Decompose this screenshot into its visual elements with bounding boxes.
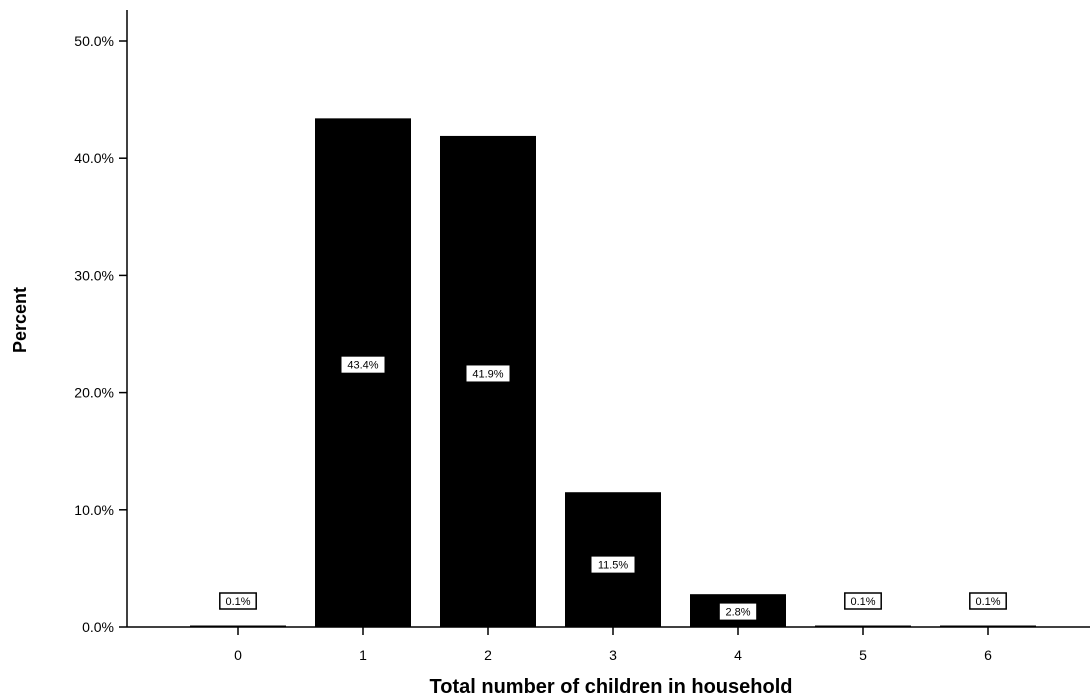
x-tick-label: 2	[484, 647, 492, 663]
x-tick-label: 4	[734, 647, 742, 663]
data-label-4: 2.8%	[719, 603, 757, 620]
data-label-box	[591, 556, 635, 573]
data-label-text: 41.9%	[472, 368, 503, 380]
data-label-6: 0.1%	[969, 592, 1007, 610]
data-label-5: 0.1%	[844, 592, 882, 610]
data-label-3: 11.5%	[591, 556, 635, 573]
data-label-0: 0.1%	[219, 592, 257, 610]
x-tick-label: 6	[984, 647, 992, 663]
data-label-text: 0.1%	[975, 596, 1000, 608]
data-label-box	[719, 603, 757, 620]
x-tick-label: 0	[234, 647, 242, 663]
y-axis-title: Percent	[10, 287, 30, 353]
data-label-1: 43.4%	[341, 356, 385, 373]
y-tick-label: 40.0%	[74, 150, 114, 166]
y-tick-label: 30.0%	[74, 267, 114, 283]
data-labels: 0.1% 43.4% 41.9% 11.5% 2.8% 0.1% 0.1%	[219, 356, 1007, 620]
data-label-2: 41.9%	[466, 365, 510, 382]
data-label-text: 11.5%	[598, 560, 629, 572]
data-label-box	[219, 592, 257, 610]
data-label-box	[969, 592, 1007, 610]
data-label-text: 0.1%	[850, 596, 875, 608]
data-label-text: 2.8%	[725, 607, 750, 619]
x-tick-label: 5	[859, 647, 867, 663]
x-axis-ticks: 0 1 2 3 4 5 6	[234, 627, 992, 663]
y-axis-ticks: 0.0% 10.0% 20.0% 30.0% 40.0% 50.0%	[74, 33, 127, 635]
x-tick-label: 1	[359, 647, 367, 663]
y-tick-label: 0.0%	[82, 619, 114, 635]
data-label-text: 43.4%	[347, 360, 378, 372]
y-tick-label: 50.0%	[74, 33, 114, 49]
data-label-box	[341, 356, 385, 373]
x-tick-label: 3	[609, 647, 617, 663]
y-tick-label: 20.0%	[74, 385, 114, 401]
data-label-box	[844, 592, 882, 610]
bars	[190, 118, 1036, 628]
data-label-box	[466, 365, 510, 382]
data-label-text: 0.1%	[225, 596, 250, 608]
x-axis-title: Total number of children in household	[430, 676, 793, 697]
y-tick-label: 10.0%	[74, 502, 114, 518]
